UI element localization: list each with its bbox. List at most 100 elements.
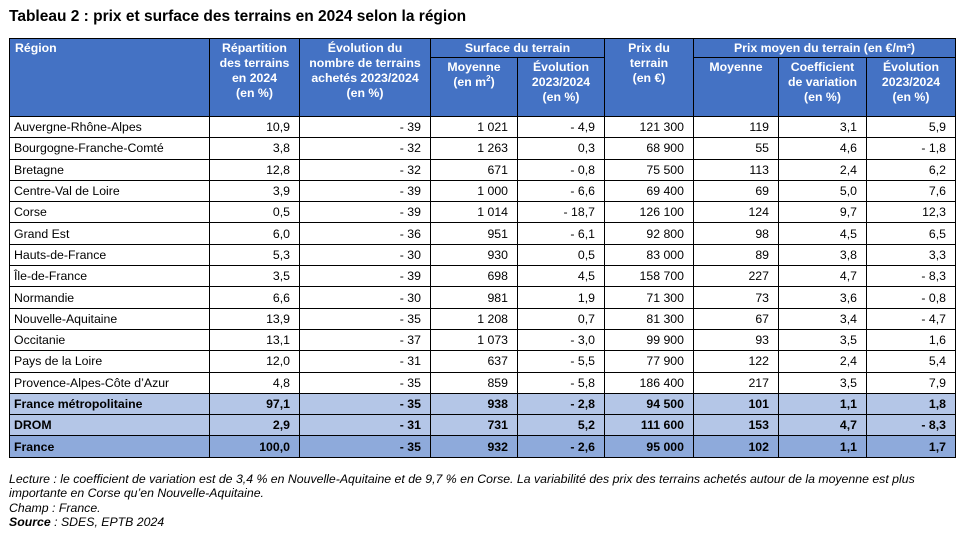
cell-value: 83 000 (604, 243, 694, 267)
cell-value: 1,6 (866, 328, 956, 352)
cell-value: 0,5 (517, 243, 605, 267)
cell-value: - 4,7 (866, 307, 956, 330)
cell-value: 6,2 (866, 158, 956, 181)
cell-value: - 32 (299, 158, 431, 181)
cell-value: 3,9 (209, 179, 300, 203)
cell-value: 94 500 (604, 392, 694, 416)
cell-value: 1,1 (778, 435, 867, 458)
table-row: Pays de la Loire 12,0- 31 637- 5,5 77 900 12… (9, 350, 956, 373)
cell-value: 13,1 (209, 328, 300, 352)
cell-value: 981 (430, 286, 518, 309)
cell-value: - 8,3 (866, 265, 956, 288)
header-surface-group: Surface du terrain (430, 38, 605, 58)
cell-value: 10,9 (209, 115, 300, 139)
cell-value: - 5,5 (517, 350, 605, 373)
cell-value: 119 (693, 115, 779, 139)
cell-value: 4,5 (778, 222, 867, 245)
header-region: Région (9, 38, 210, 117)
cell-value: 89 (693, 243, 779, 267)
cell-value: - 2,6 (517, 435, 605, 458)
cell-value: 0,7 (517, 307, 605, 330)
cell-value: 13,9 (209, 307, 300, 330)
cell-value: 3,6 (778, 286, 867, 309)
cell-value: 5,0 (778, 179, 867, 203)
cell-value: 1 021 (430, 115, 518, 139)
cell-value: 122 (693, 350, 779, 373)
cell-value: 3,1 (778, 115, 867, 139)
source-text: : SDES, EPTB 2024 (50, 515, 165, 530)
table-row: Bretagne 12,8- 32 671- 0,8 75 500 113 2,4 6,2 (9, 158, 956, 181)
cell-value: 1,8 (866, 392, 956, 416)
table-row: France 100,0- 35 932- 2,6 95 000 102 1,1 1,7 (9, 435, 956, 458)
header-surface-moyenne: Moyenne (en m2) (430, 57, 518, 117)
cell-value: 9,7 (778, 201, 867, 224)
cell-region: Pays de la Loire (9, 350, 210, 373)
cell-value: - 8,3 (866, 414, 956, 437)
cell-value: 2,4 (778, 350, 867, 373)
cell-value: 102 (693, 435, 779, 458)
cell-value: - 5,8 (517, 371, 605, 394)
cell-value: 6,5 (866, 222, 956, 245)
cell-value: 97,1 (209, 392, 300, 416)
cell-region: Grand Est (9, 222, 210, 245)
table-row: Île-de-France 3,5- 39 698 4,5 158 700 227 4,7-… (9, 265, 956, 288)
cell-value: 92 800 (604, 222, 694, 245)
cell-region: Île-de-France (9, 265, 210, 288)
cell-region: Corse (9, 201, 210, 224)
cell-value: 1 208 (430, 307, 518, 330)
cell-value: 932 (430, 435, 518, 458)
cell-value: 95 000 (604, 435, 694, 458)
cell-value: 3,8 (778, 243, 867, 267)
header-evolution-nombre: Évolution du nombre de terrains achetés 20… (299, 38, 431, 117)
table-row: Corse 0,5- 39 1 014- 18,7 126 100 124 9,7 12,3 (9, 201, 956, 224)
table-row: Hauts-de-France 5,3- 30 930 0,5 83 000 89 3,8 3… (9, 243, 956, 267)
cell-value: 93 (693, 328, 779, 352)
cell-value: - 18,7 (517, 201, 605, 224)
cell-value: 111 600 (604, 414, 694, 437)
table-row: Bourgogne-Franche-Comté 3,8- 32 1 263 0,3 68… (9, 137, 956, 160)
cell-value: 126 100 (604, 201, 694, 224)
cell-value: 75 500 (604, 158, 694, 181)
cell-value: 3,4 (778, 307, 867, 330)
cell-value: 67 (693, 307, 779, 330)
cell-region: Centre-Val de Loire (9, 179, 210, 203)
cell-value: 1,7 (866, 435, 956, 458)
header-repartition: Répartition des terrains en 2024 (en %) (209, 38, 300, 117)
cell-value: 951 (430, 222, 518, 245)
cell-value: 930 (430, 243, 518, 267)
cell-value: 4,7 (778, 265, 867, 288)
cell-value: 1,1 (778, 392, 867, 416)
cell-value: 1 014 (430, 201, 518, 224)
cell-value: 4,8 (209, 371, 300, 394)
cell-value: 637 (430, 350, 518, 373)
cell-value: 6,6 (209, 286, 300, 309)
cell-value: 101 (693, 392, 779, 416)
cell-value: 0,3 (517, 137, 605, 160)
cell-value: 4,5 (517, 265, 605, 288)
cell-value: 98 (693, 222, 779, 245)
cell-value: 5,2 (517, 414, 605, 437)
cell-region: Bourgogne-Franche-Comté (9, 137, 210, 160)
cell-value: - 6,6 (517, 179, 605, 203)
header-prix-m2-group: Prix moyen du terrain (en €/m²) (693, 38, 956, 58)
cell-value: 859 (430, 371, 518, 394)
cell-value: 4,6 (778, 137, 867, 160)
table-row: France métropolitaine 97,1- 35 938- 2,8 94 … (9, 392, 956, 416)
cell-value: 2,9 (209, 414, 300, 437)
cell-value: 1 263 (430, 137, 518, 160)
cell-value: 217 (693, 371, 779, 394)
cell-value: - 39 (299, 265, 431, 288)
cell-value: 77 900 (604, 350, 694, 373)
cell-value: 81 300 (604, 307, 694, 330)
cell-value: 121 300 (604, 115, 694, 139)
cell-value: 938 (430, 392, 518, 416)
cell-value: - 30 (299, 243, 431, 267)
cell-value: 100,0 (209, 435, 300, 458)
table-notes: Lecture : le coefficient de variation es… (9, 472, 955, 530)
cell-value: 55 (693, 137, 779, 160)
cell-value: 153 (693, 414, 779, 437)
cell-value: 12,8 (209, 158, 300, 181)
header-prix-m2-moyenne: Moyenne (693, 57, 779, 117)
cell-region: Normandie (9, 286, 210, 309)
cell-value: 5,3 (209, 243, 300, 267)
